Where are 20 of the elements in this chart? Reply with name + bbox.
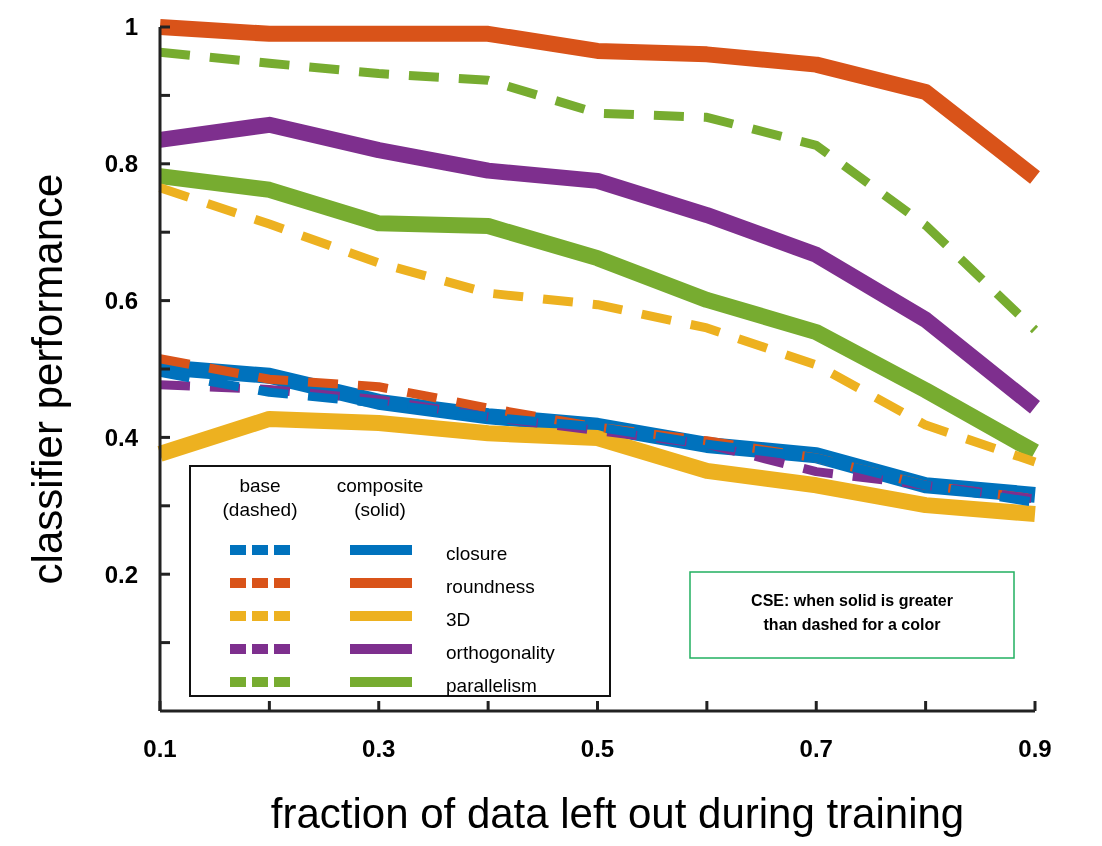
- x-tick-label: 0.3: [362, 735, 396, 762]
- y-tick-label: 0.2: [104, 560, 138, 588]
- legend-label: closure: [446, 542, 508, 564]
- x-tick-label: 0.9: [1018, 735, 1052, 762]
- x-tick-label: 0.5: [580, 735, 615, 762]
- y-tick-label: 0.8: [104, 150, 138, 178]
- y-axis-title: classifier performance: [24, 173, 71, 585]
- y-tick-label: 1: [124, 13, 138, 41]
- legend-label: orthogonality: [446, 641, 556, 663]
- y-tick-label: 0.6: [104, 287, 138, 314]
- annotation: composite (solid): [336, 475, 424, 520]
- x-axis-title: fraction of data left out during training: [270, 790, 965, 837]
- y-tick-label: 0.4: [104, 423, 139, 451]
- annotation: base (dashed): [222, 475, 298, 520]
- legend-label: 3D: [446, 608, 471, 630]
- legend-label: parallelism: [446, 674, 537, 696]
- x-tick-label: 0.7: [799, 735, 833, 762]
- x-tick-label: 0.1: [143, 735, 177, 762]
- annotation: CSE: when solid is greater than dashed for a color: [751, 592, 953, 633]
- legend-label: roundness: [446, 575, 535, 597]
